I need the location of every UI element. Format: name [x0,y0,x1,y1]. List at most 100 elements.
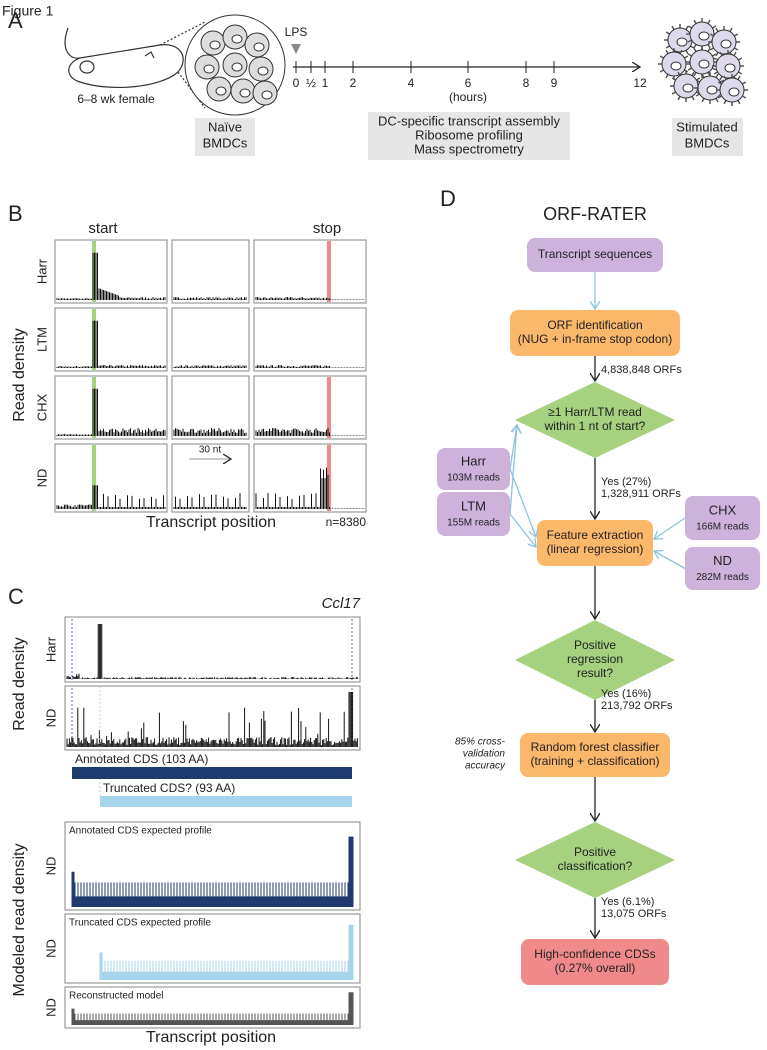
input-arrow [509,425,517,515]
timeline-tick-label: 6 [465,76,472,90]
read-density-trace [173,428,247,436]
plot-frame [253,307,367,372]
lps-marker [291,44,301,54]
track-label: Harr [43,636,58,662]
stop-label: stop [313,220,341,237]
timeline-tick-label: 8 [523,76,530,90]
naive-box [195,118,255,156]
input-reads: 103M reads [447,473,500,484]
read-density-trace [99,924,354,980]
flow-node-label: (training + classification) [530,754,659,768]
plot-frame [64,913,361,984]
nucleus [698,31,710,41]
plot-frame [64,616,361,683]
input-reads: 282M reads [696,572,749,583]
assay-label: Mass spectrometry [414,141,524,156]
input-box [685,496,760,540]
read-density-trace [173,365,247,368]
plot-frame [171,375,250,440]
plot-frame [253,239,367,304]
flow-node-label: (linear regression) [547,542,644,556]
timeline-tick-label: ½ [306,76,316,90]
assay-label: DC-specific transcript assembly [378,113,561,128]
assay-label: Ribosome profiling [415,127,523,142]
read-density-trace [71,992,354,1025]
plot-frame [64,685,361,751]
read-density-trace [255,428,365,436]
read-density-trace [173,493,247,509]
plot-frame [171,239,250,304]
hours-label: (hours) [449,90,487,104]
input-box [437,492,510,536]
y-axis-label: Modeled read density [11,844,28,997]
flow-node-label: (NUG + in-frame stop codon) [518,332,672,346]
nucleus [231,34,243,44]
plot-frame [253,375,367,440]
edge-label: 213,792 ORFs [601,700,673,712]
nucleus [215,86,227,96]
flow-node-label: classification? [558,859,633,873]
nucleus [670,61,682,71]
flow-node-label: regression [567,652,623,666]
stimulated-box [672,118,743,156]
timeline-tick-label: 2 [350,76,357,90]
edge-label: Yes (16%) [601,688,651,700]
nucleus [203,64,215,74]
read-density-trace [255,297,365,300]
edge-label: 4,838,848 ORFs [601,364,682,376]
plot-frame [253,443,367,513]
nucleus [261,90,273,100]
truncated-cds-label: Truncated CDS? (93 AA) [103,781,235,795]
input-box [685,547,760,590]
y-axis-label: Read density [11,328,28,421]
flow-decision [515,822,675,898]
lps-label: LPS [285,25,308,39]
flow-box [510,310,680,356]
assay-box [368,112,570,160]
edge-label: Yes (27%) [601,476,651,488]
edge-label: 13,075 ORFs [601,908,667,920]
flow-node-label: Positive [574,638,616,652]
flow-box [521,939,669,985]
naive-label: Naïve [208,119,242,134]
flow-decision [515,382,675,458]
input-box [437,448,510,490]
track-label: ND [43,998,58,1017]
cell-cluster [194,24,278,106]
read-density-trace [255,467,365,509]
model-title: Truncated CDS expected profile [69,918,211,929]
plot-frame [64,821,361,911]
model-title: Annotated CDS expected profile [69,826,212,837]
x-axis-label: Transcript position [146,1029,276,1046]
read-density-trace [173,297,247,300]
model-title: Reconstructed model [69,991,164,1002]
row-label: Harr [34,258,49,284]
flow-box [537,520,653,566]
nucleus [257,66,269,76]
gene-name: Ccl17 [322,595,361,612]
nucleus [253,42,265,52]
nucleus [682,83,694,93]
flow-decision [515,620,675,700]
nucleus [698,59,710,69]
truncated-cds [100,796,352,807]
nucleus [706,85,718,95]
nucleus [728,87,740,97]
panel-label: D [440,186,456,211]
start-label: start [88,220,118,237]
stimulated-label: Stimulated [676,119,737,134]
flow-node-label: Feature extraction [547,528,644,542]
flow-node-label: ≥1 Harr/LTM read [548,405,642,419]
input-arrow [509,468,536,537]
timeline-tick-label: 0 [293,76,300,90]
accuracy-note: 85% cross- [455,737,506,748]
input-name: LTM [461,498,486,513]
input-name: Harr [461,453,487,468]
input-reads: 166M reads [696,522,749,533]
panel-label: A [8,8,23,33]
read-density-trace [56,320,166,368]
nucleus [720,39,732,49]
nucleus [239,88,251,98]
input-arrow [654,551,686,570]
flow-node-label: within 1 nt of start? [544,419,646,433]
